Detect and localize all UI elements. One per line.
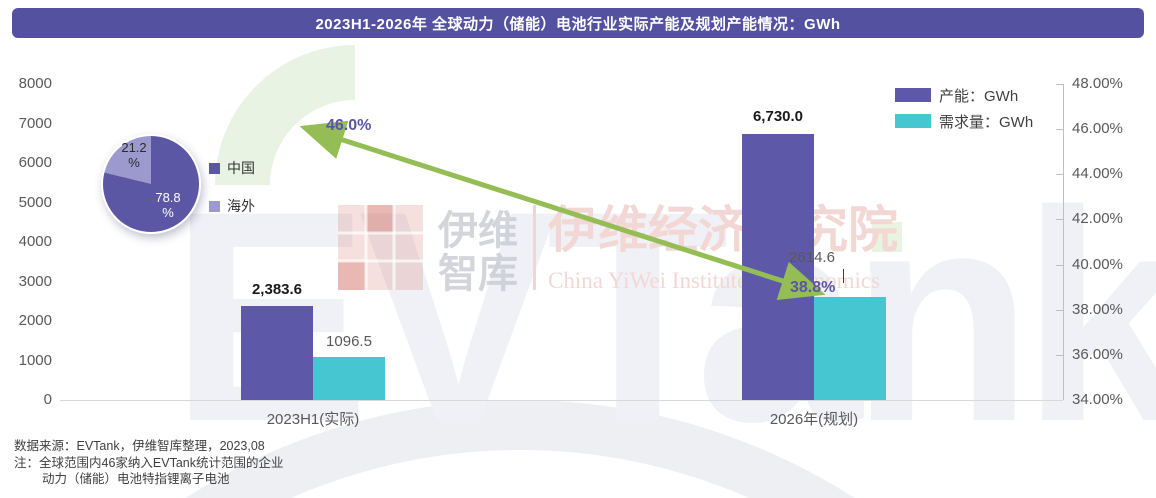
legend-label-demand: 需求量：GWh xyxy=(939,113,1034,131)
pie-label-china: 78.8 % xyxy=(155,190,181,220)
watermark-swoosh xyxy=(185,400,855,498)
left-axis-tick: 3000 xyxy=(18,272,52,290)
left-axis-tick: 5000 xyxy=(18,193,52,211)
chart-title: 2023H1-2026年 全球动力（储能）电池行业实际产能及规划产能情况：GWh xyxy=(12,8,1144,38)
right-axis-tickmark xyxy=(1056,129,1063,131)
pie-legend-label-overseas: 海外 xyxy=(227,198,255,214)
value-label-capacity-2023h1: 2,383.6 xyxy=(251,281,303,298)
watermark-green-arc xyxy=(215,45,355,185)
pie-label-overseas: 21.2 % xyxy=(121,140,147,170)
trend-line xyxy=(299,120,826,301)
rate-label-2026: 38.8% xyxy=(790,279,836,296)
footer-note-1: 注：全球范围内46家纳入EVTank统计范围的企业 xyxy=(14,455,284,470)
legend: 产能：GWh 需求量：GWh xyxy=(895,86,1033,138)
right-axis-tickmark xyxy=(1056,84,1063,85)
footer-note-2: 动力（储能）电池特指锂离子电池 xyxy=(42,472,230,486)
category-label-2026: 2026年(规划) xyxy=(769,411,859,428)
right-axis-tick: 34.00% xyxy=(1072,391,1123,408)
right-axis-tickmark xyxy=(1056,264,1063,266)
right-axis-tick: 46.00% xyxy=(1072,120,1123,138)
right-axis-tick: 42.00% xyxy=(1072,210,1123,228)
right-axis-line xyxy=(1063,84,1064,400)
right-axis-tick: 38.00% xyxy=(1072,300,1123,318)
bar-demand-2023h1 xyxy=(313,356,385,400)
watermark-green-square xyxy=(872,222,902,252)
pie-swatch-china xyxy=(209,162,220,174)
right-axis-tick: 48.00% xyxy=(1072,75,1123,92)
label-leader-line xyxy=(843,269,844,283)
footer-notes: 数据来源：EVTank，伊维智库整理，2023,08 注：全球范围内46家纳入E… xyxy=(14,438,283,488)
pie-swatch-overseas xyxy=(209,200,220,212)
legend-swatch-capacity xyxy=(895,88,931,102)
pie-legend-label-china: 中国 xyxy=(227,160,255,176)
pie-legend-item-china: 中国 xyxy=(209,158,255,178)
right-axis-tick: 36.00% xyxy=(1072,345,1123,363)
legend-swatch-demand xyxy=(895,114,931,128)
legend-label-capacity: 产能：GWh xyxy=(939,87,1019,105)
left-axis-tick: 2000 xyxy=(18,312,52,329)
bar-demand-2026 xyxy=(814,296,886,400)
right-axis-tickmark xyxy=(1056,219,1063,221)
bar-capacity-2023h1 xyxy=(241,305,313,400)
right-axis-tickmark xyxy=(1056,174,1063,176)
left-axis-tick: 7000 xyxy=(18,114,52,132)
legend-item-demand: 需求量：GWh xyxy=(895,112,1034,131)
pie-chart xyxy=(101,134,201,234)
value-label-demand-2023h1: 1096.5 xyxy=(326,333,372,350)
right-axis-tickmark xyxy=(1056,354,1063,356)
footer-source: 数据来源：EVTank，伊维智库整理，2023,08 xyxy=(14,439,265,453)
legend-item-capacity: 产能：GWh xyxy=(895,86,1033,105)
left-axis-tick: 8000 xyxy=(18,75,52,92)
right-axis-tick: 44.00% xyxy=(1072,165,1123,183)
category-label-2023h1: 2023H1(实际) xyxy=(266,411,360,428)
left-axis-tick: 6000 xyxy=(18,154,52,171)
left-axis-tick: 0 xyxy=(43,391,52,408)
left-axis-tick: 4000 xyxy=(18,233,52,250)
left-axis-tick: 1000 xyxy=(18,351,52,369)
x-axis-line xyxy=(60,400,1063,401)
right-axis-tickmark xyxy=(1056,309,1063,311)
right-axis-tick: 40.00% xyxy=(1072,255,1123,273)
value-label-capacity-2026: 6,730.0 xyxy=(752,108,804,125)
pie-legend-item-overseas: 海外 xyxy=(209,196,255,216)
rate-label-2023h1: 46.0% xyxy=(326,117,372,134)
